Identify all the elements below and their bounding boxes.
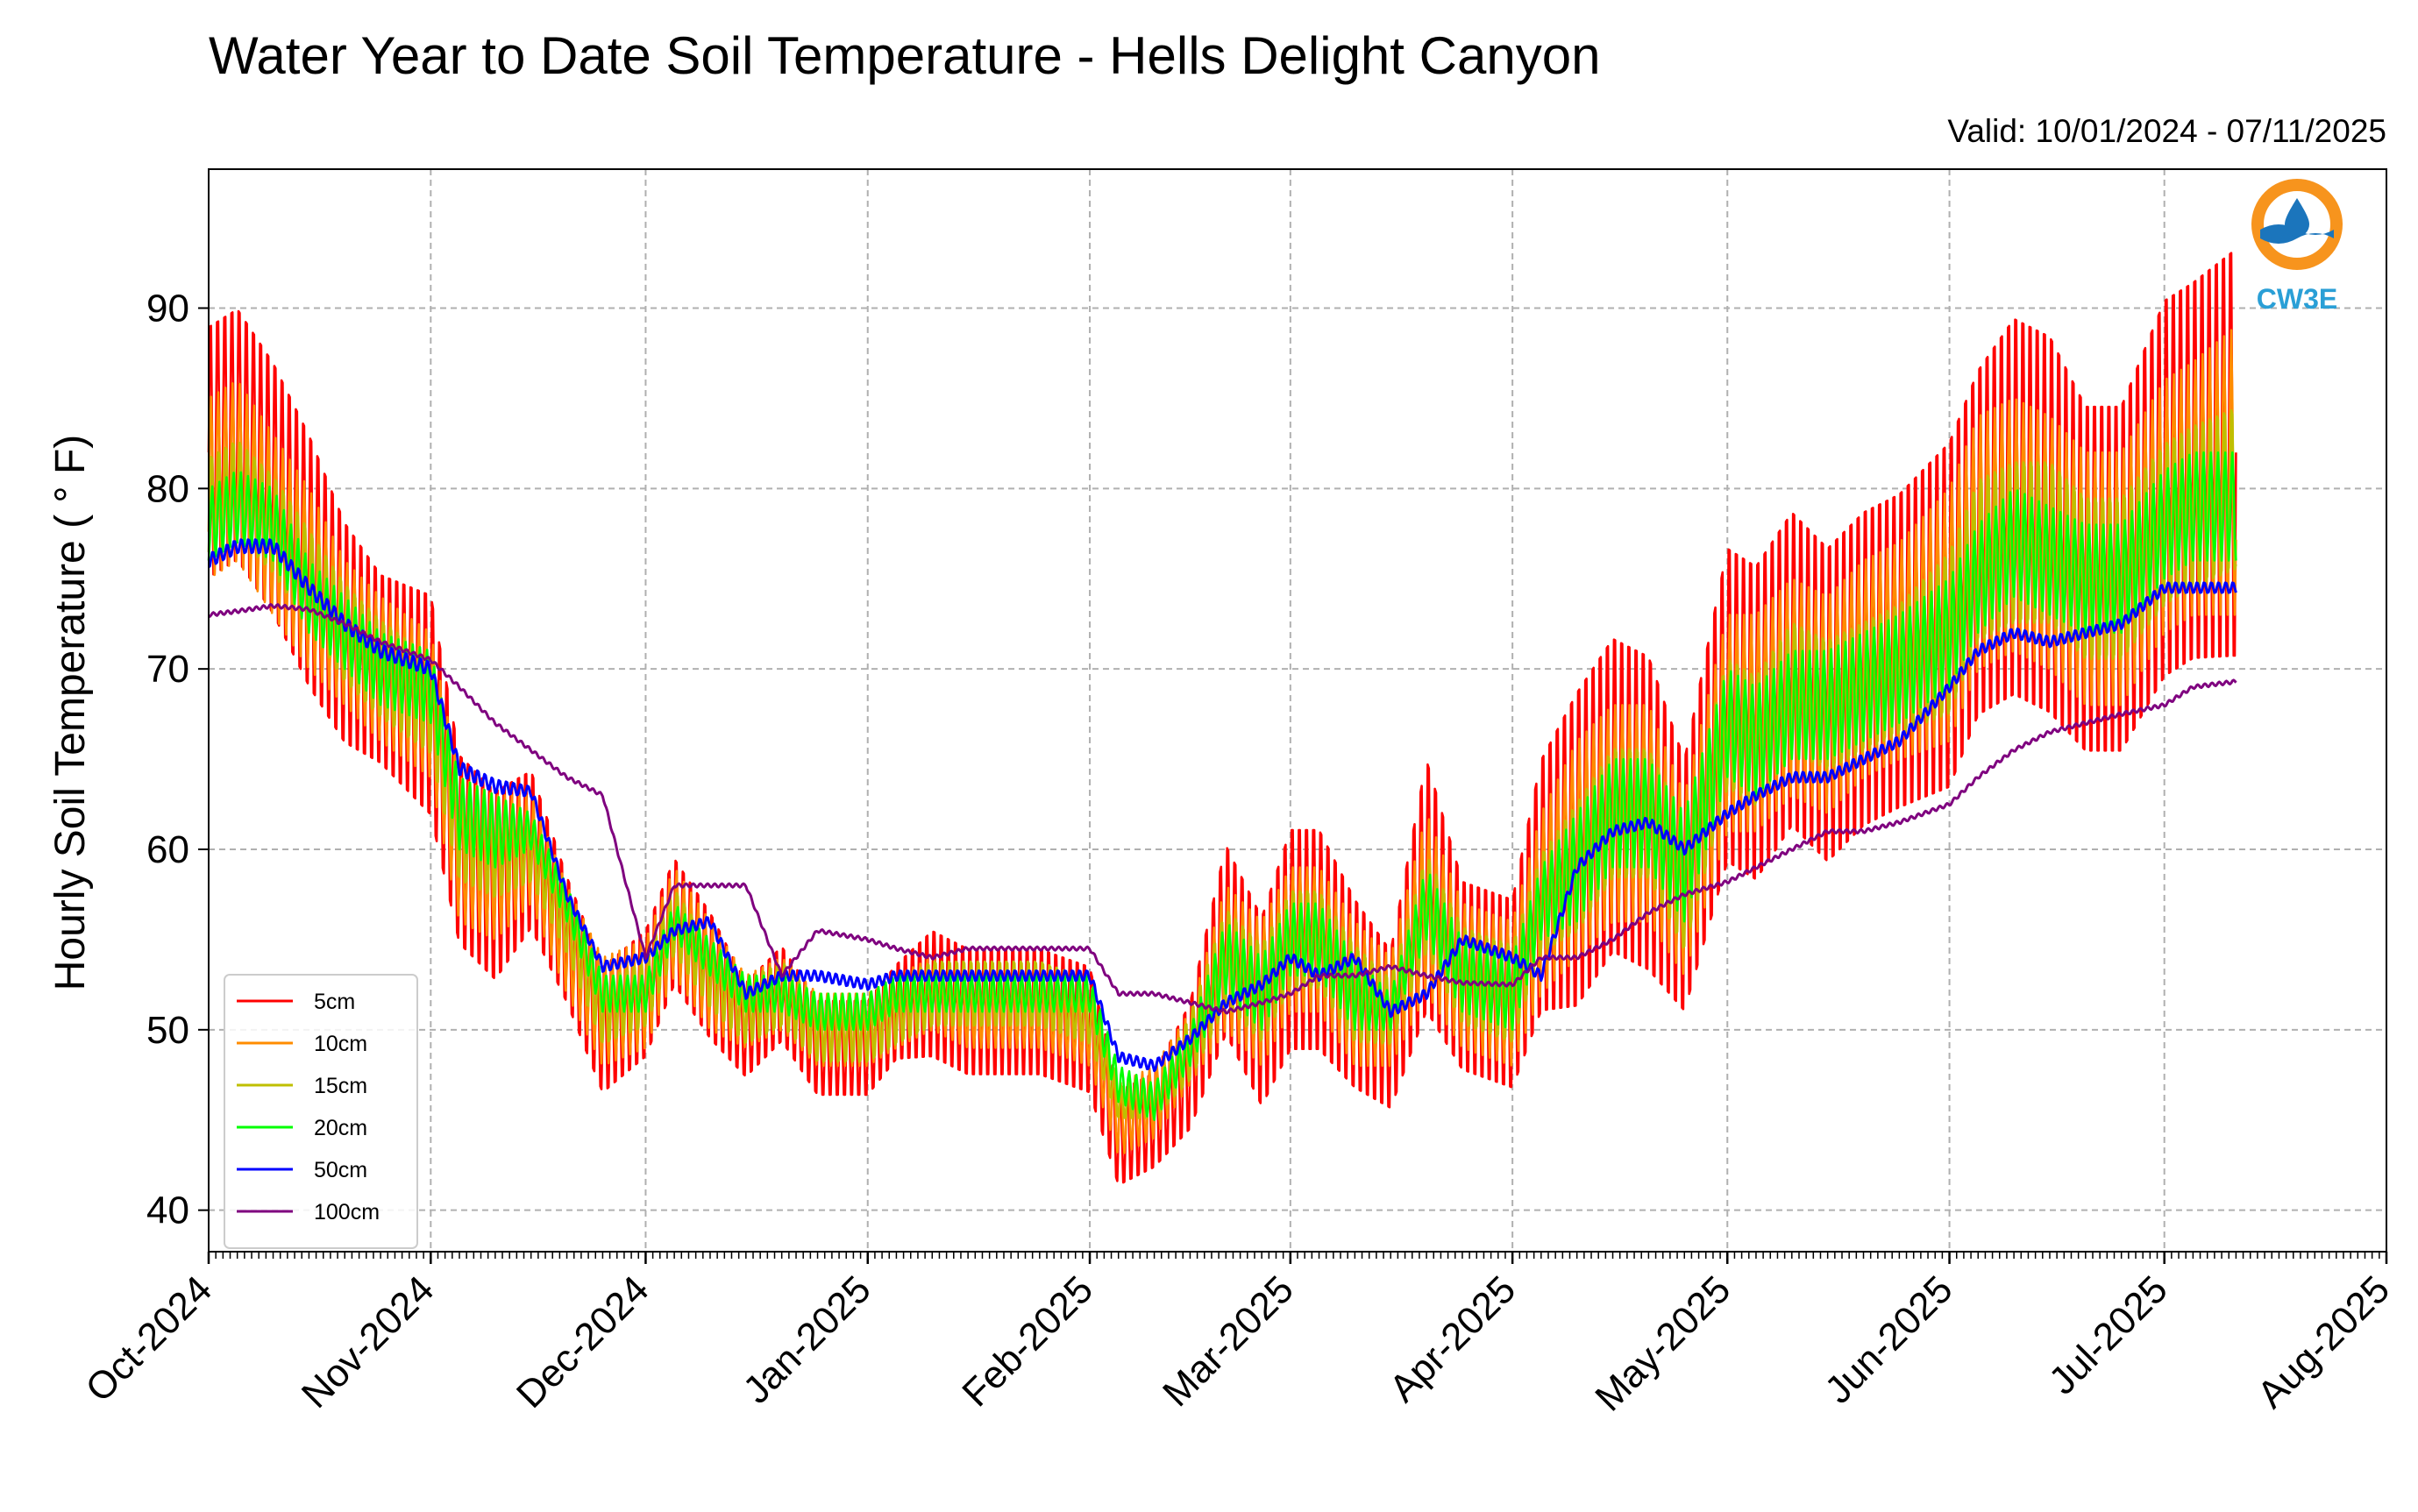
series-line-15cm <box>207 408 2237 1119</box>
logo-drop-icon <box>2285 198 2309 237</box>
series-line-100cm <box>208 603 2237 1015</box>
chart-subtitle: Valid: 10/01/2024 - 07/11/2025 <box>1947 113 2386 149</box>
y-tick-label: 90 <box>146 287 189 330</box>
legend: 5cm 10cm 15cm 20cm 50cm 100cm <box>224 974 418 1249</box>
y-tick-label: 60 <box>146 828 189 871</box>
y-tick-label: 70 <box>146 648 189 691</box>
y-tick-label: 80 <box>146 467 189 510</box>
y-tick-label: 50 <box>146 1009 189 1052</box>
cw3e-logo: CW3E <box>2251 179 2343 315</box>
logo-text: CW3E <box>2257 283 2337 315</box>
logo-ring-icon <box>2251 179 2343 270</box>
legend-label-20cm: 20cm <box>314 1116 367 1140</box>
legend-label-15cm: 15cm <box>314 1074 367 1098</box>
y-axis-label: Hourly Soil Temperature ( ° F) <box>47 435 94 991</box>
chart-title: Water Year to Date Soil Temperature - He… <box>209 26 1600 85</box>
y-tick-label: 40 <box>146 1189 189 1232</box>
plot-frame <box>208 168 2387 1253</box>
series-line-50cm <box>207 538 2237 1073</box>
legend-label-50cm: 50cm <box>314 1158 367 1182</box>
legend-label-100cm: 100cm <box>314 1200 380 1225</box>
series-line-20cm <box>207 451 2237 1121</box>
legend-label-5cm: 5cm <box>314 990 355 1014</box>
legend-label-10cm: 10cm <box>314 1032 367 1056</box>
series-layer <box>207 252 2237 1184</box>
